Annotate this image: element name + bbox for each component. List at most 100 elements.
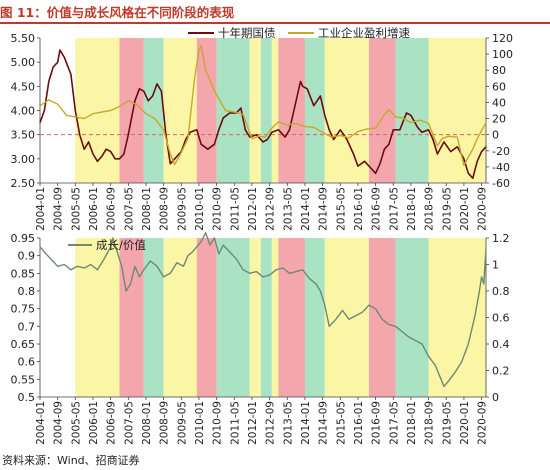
left-tick-label: 0.9 bbox=[18, 250, 36, 263]
right-tick-label: 0 bbox=[492, 391, 499, 404]
x-tick-label: 2008-01 bbox=[141, 187, 153, 231]
figure-title: 图 11：价值与成长风格在不同阶段的表现 bbox=[0, 4, 235, 20]
chart-panel-top: 2.50 3.00 3.50 4.00 4.50 5.00 5.50 -60 -40 -20 0 20… bbox=[11, 26, 514, 231]
right-tick-label: 80 bbox=[492, 64, 506, 77]
right-tick-label: 1.2 bbox=[492, 232, 510, 245]
x-tick-label: 2004-01 bbox=[35, 187, 47, 231]
x-tick-label: 2006-09 bbox=[106, 187, 118, 231]
left-tick-label: 0.95 bbox=[11, 232, 36, 245]
regime-band bbox=[260, 38, 272, 183]
x-tick-label: 2014-09 bbox=[318, 187, 330, 231]
right-tick-label: 40 bbox=[492, 96, 506, 109]
left-tick-label: 0.8 bbox=[18, 285, 36, 298]
x-tick-label: 2004-09 bbox=[53, 401, 65, 445]
regime-band bbox=[163, 238, 197, 397]
right-tick-label: 0.8 bbox=[492, 285, 510, 298]
x-tick-label: 2016-09 bbox=[371, 187, 383, 231]
legend-label: 成长/价值 bbox=[96, 238, 146, 252]
regime-band bbox=[143, 38, 164, 183]
regime-band bbox=[143, 238, 164, 397]
left-tick-label: 5.00 bbox=[11, 56, 36, 69]
x-tick-label: 2012-09 bbox=[265, 401, 277, 445]
x-tick-label: 2005-05 bbox=[70, 187, 82, 231]
series-line-top-1 bbox=[39, 44, 487, 166]
regime-band bbox=[278, 38, 305, 183]
regime-band bbox=[196, 238, 217, 397]
x-tick-label: 2012-01 bbox=[247, 401, 259, 445]
regime-band bbox=[428, 38, 486, 183]
x-tick-label: 2013-05 bbox=[282, 187, 294, 231]
x-tick-label: 2017-05 bbox=[388, 401, 400, 445]
regime-band bbox=[395, 38, 429, 183]
left-tick-label: 0.5 bbox=[18, 391, 36, 404]
x-tick-label: 2015-05 bbox=[335, 187, 347, 231]
regime-band bbox=[163, 38, 197, 183]
x-tick-label: 2008-01 bbox=[141, 401, 153, 445]
x-tick-label: 2016-01 bbox=[353, 187, 365, 231]
regime-band bbox=[271, 238, 279, 397]
x-tick-label: 2006-01 bbox=[88, 187, 100, 231]
left-tick-label: 4.50 bbox=[11, 80, 36, 93]
series-line-top-0 bbox=[39, 49, 487, 179]
x-tick-label: 2018-09 bbox=[424, 187, 436, 231]
figure-title-bar: 图 11：价值与成长风格在不同阶段的表现 bbox=[0, 0, 550, 22]
regime-band bbox=[304, 238, 325, 397]
regime-band bbox=[75, 238, 120, 397]
left-tick-label: 5.50 bbox=[11, 32, 36, 45]
regime-band bbox=[368, 38, 396, 183]
x-tick-label: 2008-09 bbox=[159, 401, 171, 445]
x-tick-label: 2011-05 bbox=[229, 401, 241, 445]
x-tick-label: 2014-09 bbox=[318, 401, 330, 445]
regime-band bbox=[271, 38, 279, 183]
right-tick-label: -20 bbox=[492, 145, 510, 158]
x-tick-label: 2020-09 bbox=[477, 401, 489, 445]
x-tick-label: 2020-09 bbox=[477, 187, 489, 231]
left-tick-label: 0.6 bbox=[18, 356, 36, 369]
regime-band bbox=[304, 38, 325, 183]
left-tick-label: 0.55 bbox=[11, 373, 36, 386]
x-tick-label: 2010-09 bbox=[212, 401, 224, 445]
regime-band bbox=[249, 238, 261, 397]
x-tick-label: 2014-01 bbox=[300, 187, 312, 231]
right-tick-label: 60 bbox=[492, 80, 506, 93]
x-tick-label: 2008-09 bbox=[159, 187, 171, 231]
right-tick-label: 0.6 bbox=[492, 312, 510, 325]
legend-label: 十年期国债 bbox=[218, 26, 276, 40]
left-tick-label: 0.65 bbox=[11, 338, 36, 351]
x-tick-label: 2010-09 bbox=[212, 187, 224, 231]
x-tick-label: 2014-01 bbox=[300, 401, 312, 445]
right-tick-label: -60 bbox=[492, 177, 510, 190]
right-tick-label: 0.4 bbox=[492, 338, 510, 351]
x-tick-label: 2017-05 bbox=[388, 187, 400, 231]
x-tick-label: 2009-05 bbox=[176, 187, 188, 231]
x-tick-label: 2006-01 bbox=[88, 401, 100, 445]
right-tick-label: 0 bbox=[492, 129, 499, 142]
regime-band bbox=[260, 238, 272, 397]
x-tick-label: 2004-09 bbox=[53, 187, 65, 231]
regime-band bbox=[395, 238, 429, 397]
regime-band bbox=[216, 238, 250, 397]
title-underline bbox=[0, 22, 550, 24]
right-tick-label: 20 bbox=[492, 113, 506, 126]
left-tick-label: 4.00 bbox=[11, 105, 36, 118]
regime-band bbox=[428, 238, 486, 397]
x-tick-label: 2013-05 bbox=[282, 401, 294, 445]
regime-band bbox=[119, 238, 144, 397]
regime-band bbox=[368, 238, 396, 397]
regime-band bbox=[119, 38, 144, 183]
left-tick-label: 0.85 bbox=[11, 267, 36, 280]
x-tick-label: 2018-01 bbox=[406, 187, 418, 231]
regime-band bbox=[216, 38, 250, 183]
x-tick-label: 2007-05 bbox=[123, 187, 135, 231]
legend-label: 工业企业盈利增速 bbox=[318, 26, 410, 40]
left-tick-label: 0.75 bbox=[11, 303, 36, 316]
x-tick-label: 2005-05 bbox=[70, 401, 82, 445]
x-tick-label: 2006-09 bbox=[106, 401, 118, 445]
x-tick-label: 2018-01 bbox=[406, 401, 418, 445]
series-line-bottom-0 bbox=[39, 232, 487, 388]
right-tick-label: 120 bbox=[492, 32, 513, 45]
right-tick-label: -40 bbox=[492, 161, 510, 174]
left-tick-label: 3.50 bbox=[11, 129, 36, 142]
